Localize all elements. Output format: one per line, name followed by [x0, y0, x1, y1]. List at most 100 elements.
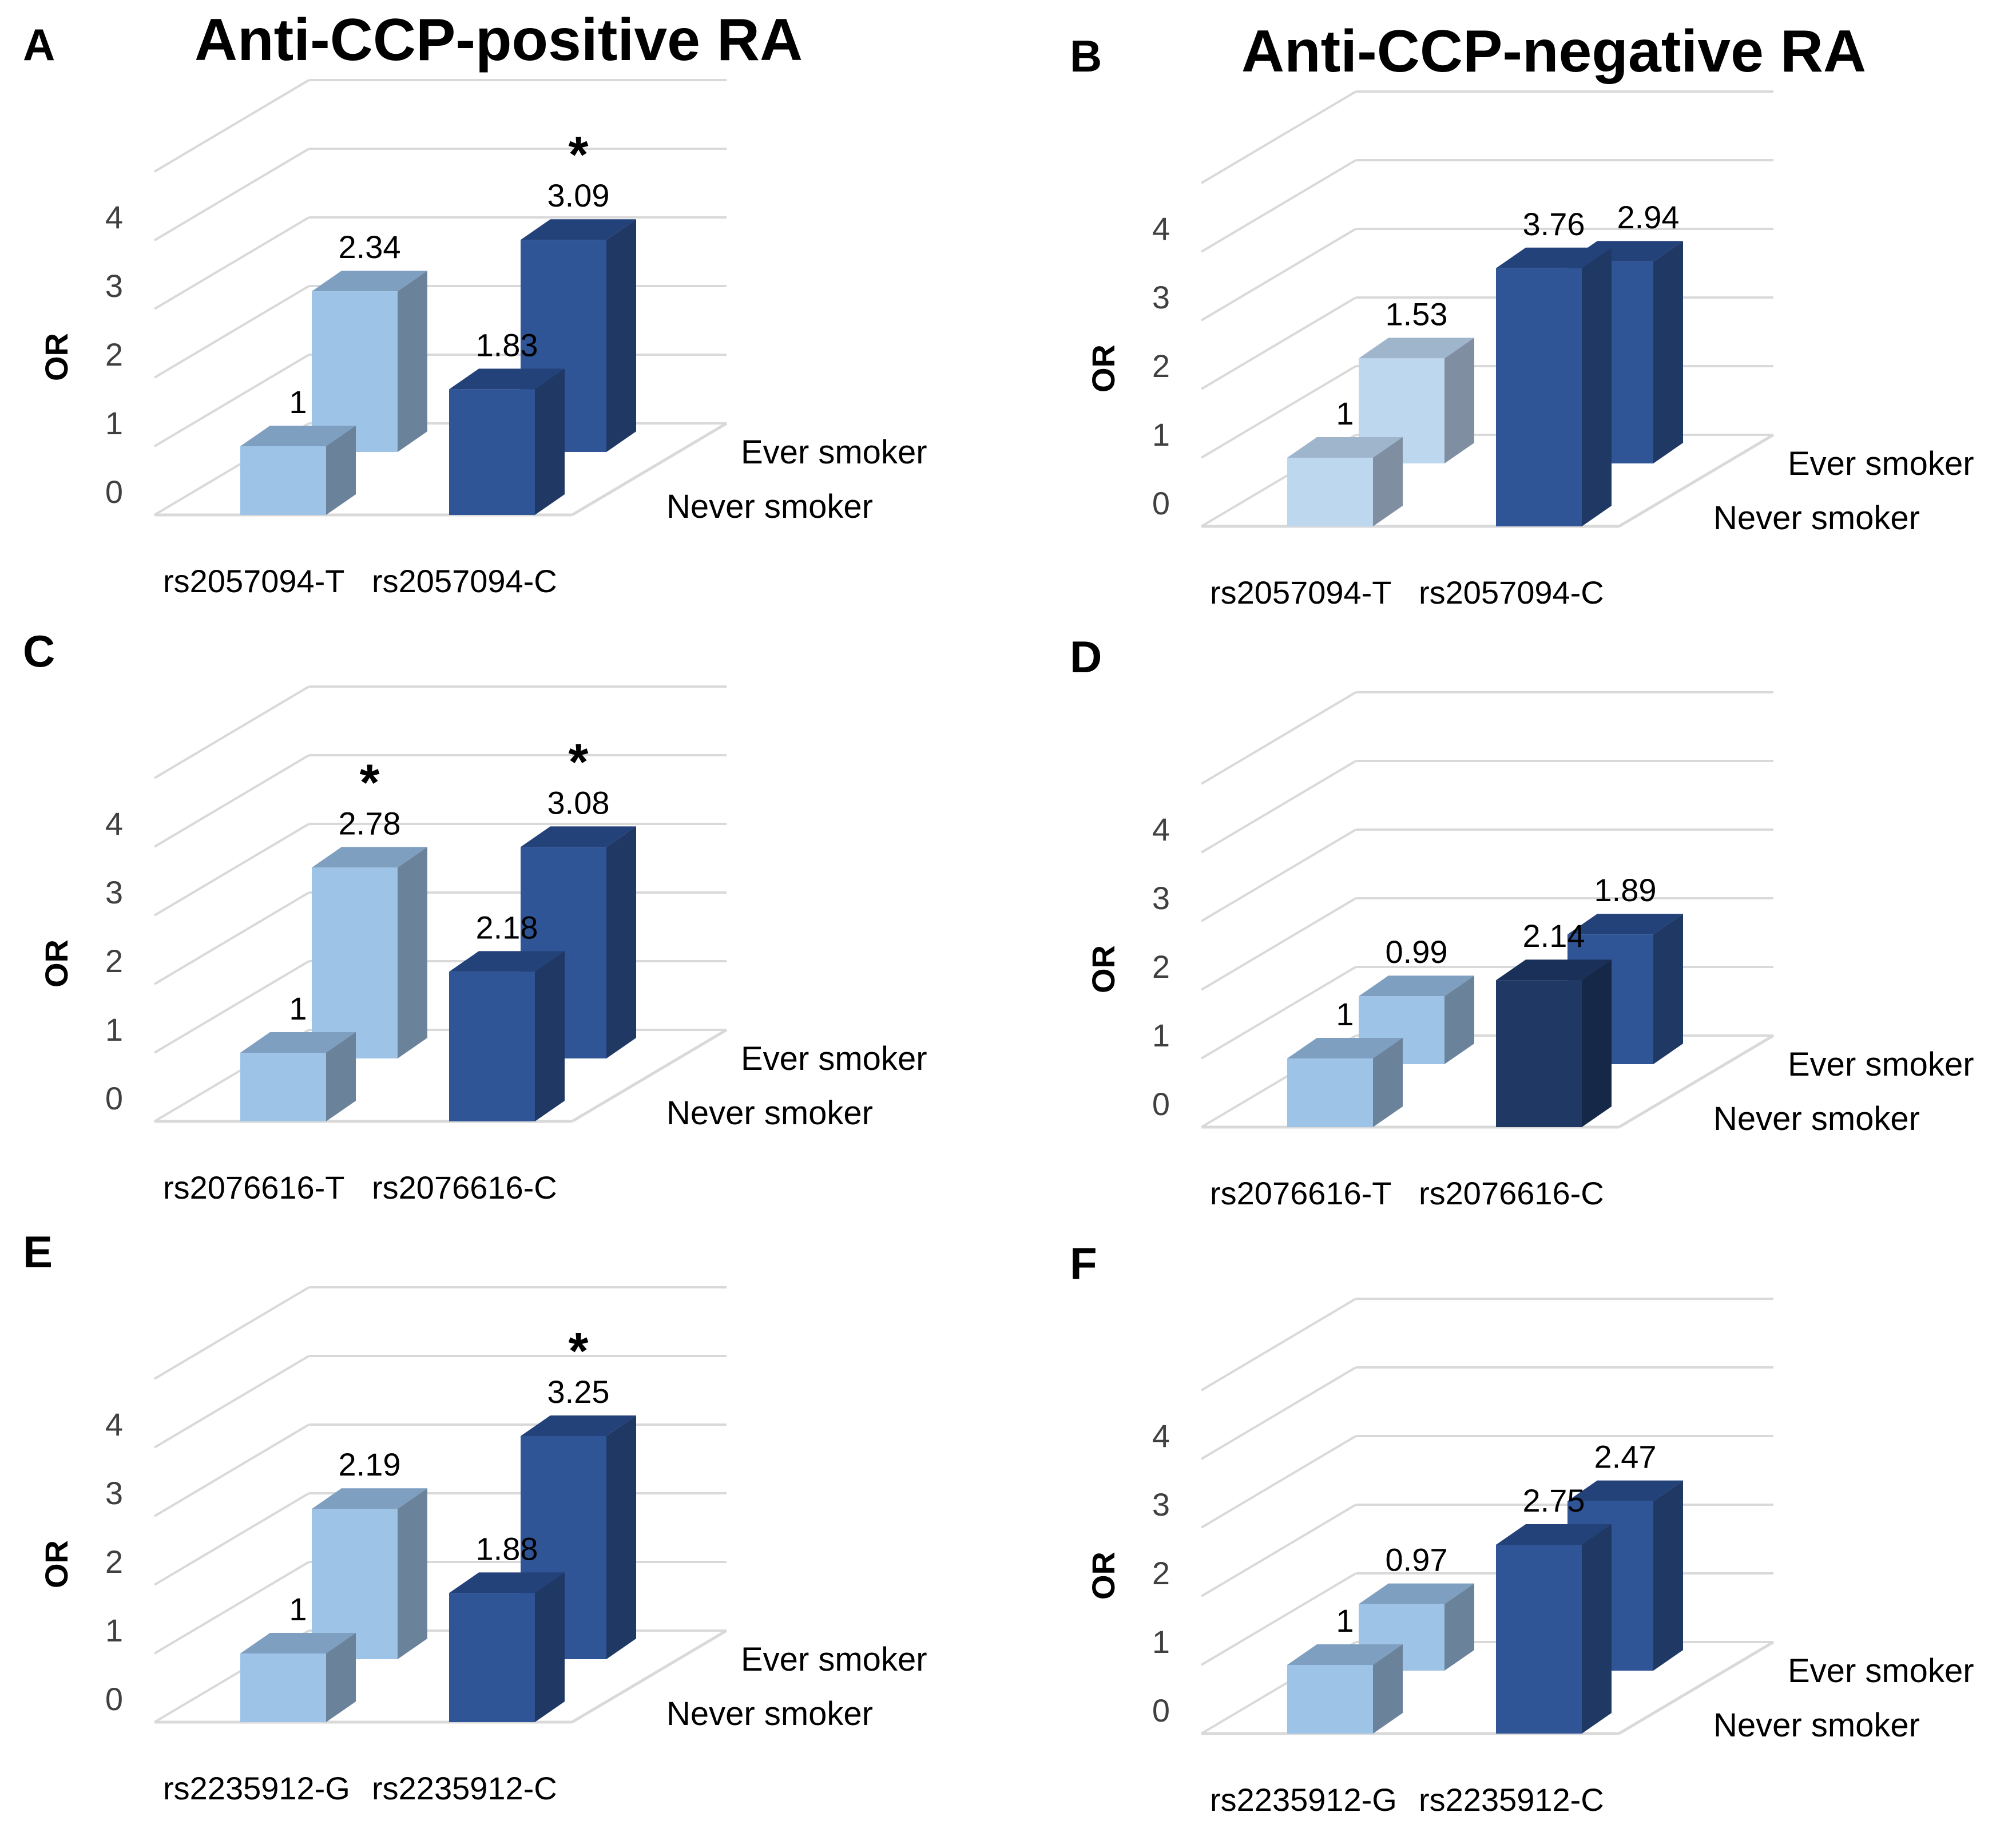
- y-tick-label: 3: [1152, 880, 1170, 916]
- bar-side-face: [535, 951, 565, 1121]
- y-tick-label: 3: [105, 874, 123, 910]
- panel-letter: D: [1070, 632, 1102, 682]
- bar-side-face: [1582, 247, 1612, 526]
- y-tick-label: 2: [1152, 949, 1170, 985]
- bar-side-face: [606, 219, 636, 452]
- gridline-side: [153, 1286, 310, 1380]
- bar-front-face: [449, 971, 535, 1121]
- y-tick-label: 1: [105, 405, 123, 441]
- bar-front-face: [1496, 268, 1582, 526]
- data-label: 1.83: [476, 327, 538, 363]
- depth-label-ever: Ever smoker: [741, 1040, 927, 1077]
- y-tick-label: 1: [105, 1012, 123, 1048]
- significance-marker: *: [568, 733, 588, 791]
- bar-side-face: [1582, 959, 1612, 1127]
- gridline-side: [153, 754, 310, 848]
- gridline-side: [1200, 691, 1357, 785]
- chart-panel-a: A Anti-CCP-positive RA 0 1 2 3 4 OR rs2057094-T r…: [23, 7, 927, 599]
- bar-side-face: [398, 1488, 427, 1659]
- significance-marker: *: [568, 1323, 588, 1380]
- panel-title: Anti-CCP-positive RA: [195, 7, 803, 73]
- data-label: 1: [1336, 395, 1354, 431]
- y-tick-label: 2: [105, 943, 123, 979]
- y-tick-label: 1: [1152, 1017, 1170, 1053]
- bar-front-face: [312, 291, 398, 452]
- gridline-side: [153, 148, 310, 241]
- gridline-side: [153, 891, 310, 985]
- depth-label-never: Never smoker: [1713, 499, 1920, 537]
- floor-right-edge: [1618, 433, 1775, 528]
- depth-label-never: Never smoker: [666, 1094, 873, 1132]
- chart-panel-f: F 0 1 2 3 4 OR rs2235912-G rs2235912-C Ever smoke…: [1070, 1238, 1974, 1818]
- bar-top-face: [521, 1415, 636, 1436]
- chart-panel-c: C 0 1 2 3 4 OR rs2076616-T rs2076616-C Ever smoke…: [23, 626, 927, 1205]
- y-tick-label: 0: [1152, 1692, 1170, 1728]
- data-label: 1: [289, 384, 307, 420]
- bar-side-face: [535, 1572, 565, 1722]
- y-axis-label: OR: [1085, 344, 1121, 392]
- bar-top-face: [1496, 959, 1612, 981]
- bar-side-face: [1444, 1583, 1474, 1671]
- gridline-side: [1200, 897, 1357, 991]
- gridline-side: [153, 1355, 310, 1449]
- bar-top-face: [521, 826, 636, 847]
- bar-front-face: [240, 1053, 326, 1121]
- bar-top-face: [449, 368, 565, 390]
- bar-ever-1: 2.34: [312, 229, 427, 452]
- bar-side-face: [398, 847, 427, 1058]
- gridlines: [1200, 691, 1775, 1129]
- bar-never-2: 1.88: [449, 1530, 565, 1722]
- chart-panel-d: D 0 1 2 3 4 OR rs2076616-T rs2076616-C Ever smoke…: [1070, 632, 1974, 1211]
- y-tick-label: 1: [1152, 417, 1170, 453]
- y-tick-label: 3: [1152, 279, 1170, 315]
- data-label: 2.94: [1617, 199, 1680, 235]
- depth-label-never: Never smoker: [666, 488, 873, 525]
- gridline-side: [1200, 228, 1357, 322]
- bar-front-face: [449, 1593, 535, 1722]
- significance-marker: *: [568, 126, 588, 184]
- bar-top-face: [1567, 1480, 1683, 1501]
- y-tick-label: 0: [1152, 485, 1170, 521]
- bar-top-face: [1287, 1644, 1403, 1665]
- y-tick-label: 1: [1152, 1624, 1170, 1660]
- depth-label-never: Never smoker: [1713, 1100, 1920, 1137]
- y-tick-label: 2: [1152, 348, 1170, 384]
- bars: 0.97 2.47 1 2.75: [1287, 1439, 1683, 1734]
- gridline-side: [1200, 159, 1357, 253]
- y-tick-label: 2: [105, 336, 123, 372]
- bar-never-1: 1: [240, 384, 356, 515]
- x-category-label: rs2235912-G: [1210, 1782, 1397, 1818]
- panel-letter: C: [23, 626, 55, 676]
- bar-side-face: [606, 1415, 636, 1659]
- bar-side-face: [1373, 437, 1403, 526]
- y-tick-label: 0: [1152, 1086, 1170, 1122]
- gridline-side: [153, 216, 310, 310]
- bars: 2.34 3.09* 1 1.83: [240, 126, 636, 515]
- data-label: 2.14: [1523, 918, 1585, 954]
- data-label: 1: [1336, 1603, 1354, 1639]
- y-axis-label: OR: [1085, 945, 1121, 993]
- bar-never-1: 1: [1287, 1603, 1403, 1734]
- x-category-label: rs2057094-C: [1419, 574, 1604, 610]
- bar-top-face: [1359, 1583, 1474, 1604]
- gridline-side: [153, 79, 310, 173]
- bar-side-face: [606, 826, 636, 1058]
- bars: 2.19 3.25* 1 1.88: [240, 1323, 636, 1722]
- bar-side-face: [1653, 241, 1683, 463]
- floor-right-edge: [571, 422, 728, 517]
- bar-front-face: [312, 867, 398, 1058]
- x-category-label: rs2076616-C: [1419, 1175, 1604, 1211]
- bar-side-face: [1582, 1524, 1612, 1734]
- bar-top-face: [521, 219, 636, 240]
- y-tick-label: 0: [105, 1681, 123, 1717]
- bar-never-1: 1: [1287, 996, 1403, 1127]
- floor-right-edge: [1618, 1640, 1775, 1735]
- depth-label-ever: Ever smoker: [741, 434, 927, 471]
- depth-label-ever: Ever smoker: [1788, 1652, 1974, 1690]
- data-label: 3.08: [547, 784, 610, 820]
- bar-never-1: 1: [240, 990, 356, 1121]
- depth-label-ever: Ever smoker: [741, 1641, 927, 1678]
- bar-side-face: [535, 368, 565, 515]
- gridline-side: [153, 960, 310, 1054]
